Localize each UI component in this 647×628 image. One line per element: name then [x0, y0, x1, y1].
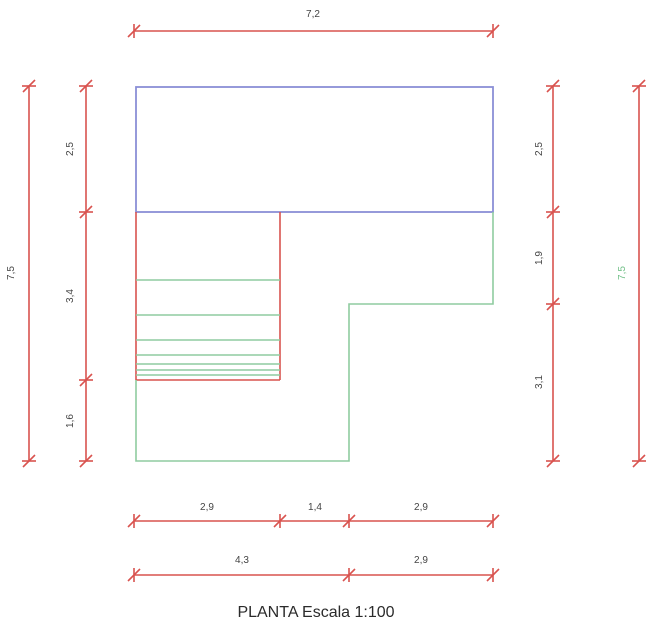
- dimension-bottom-row2-b-label: 2,9: [414, 555, 428, 566]
- dimension-right-mid-label: 1,9: [534, 251, 545, 265]
- dimension-left-mid-label: 3,4: [65, 289, 76, 303]
- dimension-bottom-row2: 4,3 2,9: [127, 555, 500, 582]
- dimension-bottom-row1-a-label: 2,9: [200, 502, 214, 513]
- dimension-left-top-label: 2,5: [65, 142, 76, 156]
- dimension-bottom-row2-a-label: 4,3: [235, 555, 249, 566]
- dimension-left-outer: 7,5: [6, 79, 36, 468]
- plan-caption: PLANTA Escala 1:100: [237, 604, 394, 621]
- dimension-bottom-row1-c-label: 2,9: [414, 502, 428, 513]
- dimension-left-inner: 2,5 3,4 1,6: [65, 79, 93, 468]
- stair-block: [135, 212, 281, 381]
- lower-area-outline: [135, 212, 494, 462]
- dimension-bottom-row1-b-label: 1,4: [308, 502, 322, 513]
- dimension-top-total: 7,2: [127, 9, 500, 38]
- dimension-right-outer: 7,5: [617, 79, 646, 468]
- dimension-right-top-label: 2,5: [534, 142, 545, 156]
- dimension-top-total-label: 7,2: [306, 9, 320, 20]
- dimension-left-outer-label: 7,5: [6, 266, 17, 280]
- dimension-right-outer-label: 7,5: [617, 266, 628, 280]
- dimension-bottom-row1: 2,9 1,4 2,9: [127, 502, 500, 528]
- dimension-right-bottom-label: 3,1: [534, 375, 545, 389]
- upper-room-outline: [135, 86, 494, 213]
- dimension-left-bottom-label: 1,6: [65, 414, 76, 428]
- dimension-right-inner: 2,5 1,9 3,1: [534, 79, 560, 468]
